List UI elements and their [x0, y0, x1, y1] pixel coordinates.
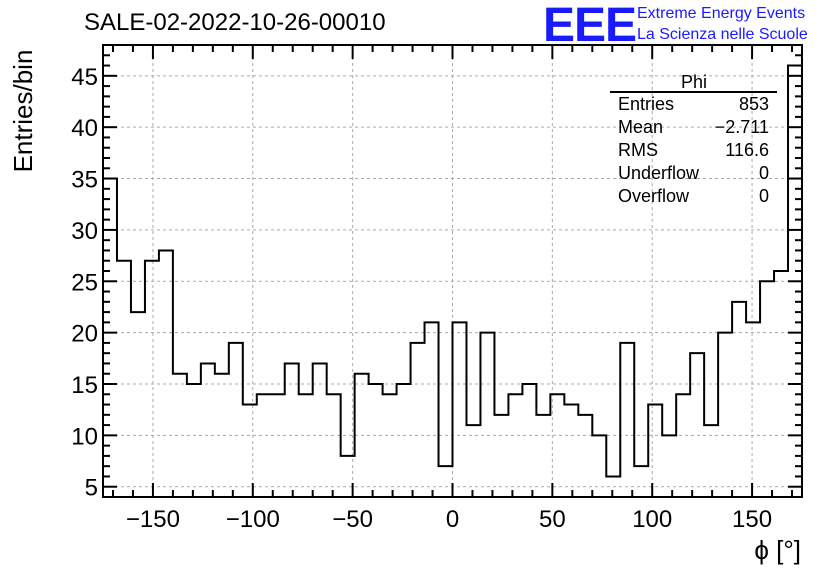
y-tick-label: 35: [71, 167, 98, 194]
x-tick-label: −50: [332, 506, 373, 533]
y-tick-label: 5: [85, 475, 98, 502]
stats-row-label: Underflow: [618, 163, 700, 183]
x-tick-label: −100: [226, 506, 280, 533]
eee-logo: EEE: [543, 0, 637, 52]
stats-row-label: Entries: [618, 94, 674, 114]
y-axis-label: Entries/bin: [8, 50, 38, 173]
stats-row-value: 116.6: [725, 140, 769, 160]
y-tick-label: 15: [71, 372, 98, 399]
logo-line-1: Extreme Energy Events: [637, 5, 806, 22]
stats-row-label: RMS: [618, 140, 658, 160]
stats-row-value: 853: [739, 94, 769, 114]
y-tick-label: 20: [71, 321, 98, 348]
stats-row-value: 0: [759, 186, 769, 206]
stats-row-value: 0: [759, 163, 769, 183]
y-tick-label: 40: [71, 115, 98, 142]
y-tick-label: 45: [71, 64, 98, 91]
histogram-title: SALE-02-2022-10-26-00010: [84, 9, 386, 36]
stats-box-title: Phi: [681, 72, 707, 92]
histogram-step-line: [103, 64, 802, 478]
stats-row-label: Mean: [618, 117, 663, 137]
axes: −150 −100 −50 0 50 100 150 5 10 15 20 25 30 35 40 45: [71, 45, 802, 533]
stats-row-value: −2.711: [715, 117, 769, 137]
x-axis-label: ϕ [°]: [754, 535, 801, 565]
x-tick-label: 50: [539, 506, 566, 533]
y-tick-label: 30: [71, 218, 98, 245]
x-tick-label: 100: [632, 506, 672, 533]
logo-line-2: La Scienza nelle Scuole: [637, 26, 808, 43]
stats-row-label: Overflow: [618, 186, 690, 206]
y-tick-label: 10: [71, 423, 98, 450]
x-tick-label: 0: [446, 506, 459, 533]
y-tick-label: 25: [71, 269, 98, 296]
stats-box: Phi Entries 853 Mean −2.711 RMS 116.6 Underflo…: [610, 72, 777, 206]
x-tick-label: 150: [732, 506, 772, 533]
x-tick-label: −150: [126, 506, 180, 533]
